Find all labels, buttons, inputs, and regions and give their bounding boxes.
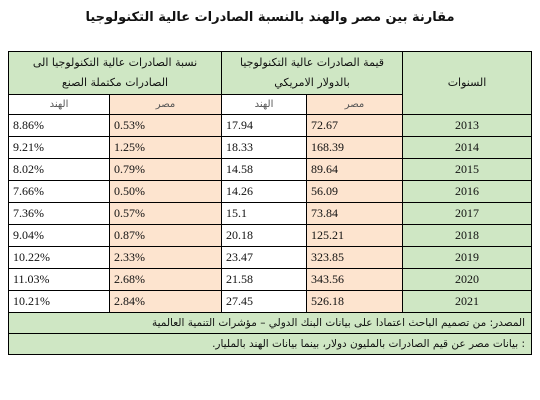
ratio-egypt-cell: 0.50% <box>109 180 222 203</box>
ratio-india-cell: 7.66% <box>8 180 110 203</box>
ratio-india-cell: 8.02% <box>8 158 110 181</box>
table-row: 7.36% 0.57% 15.1 73.84 2017 <box>8 202 533 225</box>
year-cell: 2016 <box>402 180 533 203</box>
value-egypt-cell: 168.39 <box>305 136 404 159</box>
value-egypt-cell: 72.67 <box>305 114 404 137</box>
value-egypt-cell: 343.56 <box>305 268 404 291</box>
ratio-egypt-cell: 0.53% <box>109 114 222 137</box>
value-header-line1: قيمة الصادرات عالية التكنولوجيا <box>239 56 385 69</box>
ratio-header-line1: نسبة الصادرات عالية التكنولوجيا الى <box>32 56 198 69</box>
year-cell: 2019 <box>402 246 533 269</box>
ratio-india-cell: 11.03% <box>8 268 110 291</box>
table-row: 7.66% 0.50% 14.26 56.09 2016 <box>8 180 533 203</box>
ratio-india-cell: 10.21% <box>8 290 110 313</box>
ratio-egypt-cell: 2.68% <box>109 268 222 291</box>
ratio-egypt-cell: 0.87% <box>109 224 222 247</box>
year-cell: 2018 <box>402 224 533 247</box>
value-egypt-cell: 526.18 <box>305 290 404 313</box>
ratio-india-cell: 10.22% <box>8 246 110 269</box>
ratio-india-cell: 9.04% <box>8 224 110 247</box>
table-row: 10.21% 2.84% 27.45 526.18 2021 <box>8 290 533 313</box>
ratio-egypt-cell: 0.57% <box>109 202 222 225</box>
value-india-subheader: الهند <box>221 94 307 115</box>
source-note: المصدر: من تصميم الباحث اعتمادا على بيان… <box>7 312 533 334</box>
table-row: 8.02% 0.79% 14.58 89.64 2015 <box>8 158 533 181</box>
table-row: 9.04% 0.87% 20.18 125.21 2018 <box>8 224 533 247</box>
table-row: 10.22% 2.33% 23.47 323.85 2019 <box>8 246 533 269</box>
ratio-header-line2: الصادرات مكتملة الصنع <box>61 76 169 89</box>
ratio-egypt-cell: 2.84% <box>109 290 222 313</box>
ratio-egypt-subheader: مصر <box>109 94 222 115</box>
value-header: قيمة الصادرات عالية التكنولوجيا بالدولار… <box>220 51 404 95</box>
value-india-cell: 18.33 <box>221 136 307 159</box>
year-cell: 2020 <box>402 268 533 291</box>
year-cell: 2015 <box>402 158 533 181</box>
value-india-cell: 14.26 <box>221 180 307 203</box>
value-india-cell: 15.1 <box>221 202 307 225</box>
year-cell: 2021 <box>402 290 533 313</box>
header-row: نسبة الصادرات عالية التكنولوجيا الى الصا… <box>8 51 533 115</box>
value-egypt-cell: 323.85 <box>305 246 404 269</box>
value-header-line2: بالدولار الامريكي <box>274 76 350 89</box>
year-cell: 2017 <box>402 202 533 225</box>
table-row: 9.21% 1.25% 18.33 168.39 2014 <box>8 136 533 159</box>
value-egypt-cell: 73.84 <box>305 202 404 225</box>
units-note: : بيانات مصر عن قيم الصادرات بالمليون دو… <box>7 333 533 355</box>
value-india-cell: 23.47 <box>221 246 307 269</box>
table-row: 11.03% 2.68% 21.58 343.56 2020 <box>8 268 533 291</box>
value-egypt-cell: 89.64 <box>305 158 404 181</box>
comparison-table: نسبة الصادرات عالية التكنولوجيا الى الصا… <box>7 51 533 355</box>
value-india-cell: 14.58 <box>221 158 307 181</box>
ratio-india-cell: 8.86% <box>8 114 110 137</box>
ratio-egypt-cell: 2.33% <box>109 246 222 269</box>
note-row: المصدر: من تصميم الباحث اعتمادا على بيان… <box>7 312 533 334</box>
value-india-cell: 17.94 <box>221 114 307 137</box>
ratio-india-cell: 7.36% <box>8 202 110 225</box>
value-egypt-cell: 56.09 <box>305 180 404 203</box>
table-title: مقارنة بين مصر والهند بالنسبة الصادرات ع… <box>85 10 455 25</box>
ratio-india-cell: 9.21% <box>8 136 110 159</box>
ratio-header: نسبة الصادرات عالية التكنولوجيا الى الصا… <box>8 51 222 95</box>
value-india-cell: 27.45 <box>221 290 307 313</box>
ratio-egypt-cell: 0.79% <box>109 158 222 181</box>
year-cell: 2013 <box>402 114 533 137</box>
note-row: : بيانات مصر عن قيم الصادرات بالمليون دو… <box>7 333 533 355</box>
ratio-india-subheader: الهند <box>8 94 110 115</box>
value-india-cell: 21.58 <box>221 268 307 291</box>
value-india-cell: 20.18 <box>221 224 307 247</box>
table-row: 8.86% 0.53% 17.94 72.67 2013 <box>8 114 533 137</box>
ratio-egypt-cell: 1.25% <box>109 136 222 159</box>
value-egypt-subheader: مصر <box>305 94 404 115</box>
year-cell: 2014 <box>402 136 533 159</box>
years-header: السنوات <box>402 51 533 115</box>
value-egypt-cell: 125.21 <box>305 224 404 247</box>
